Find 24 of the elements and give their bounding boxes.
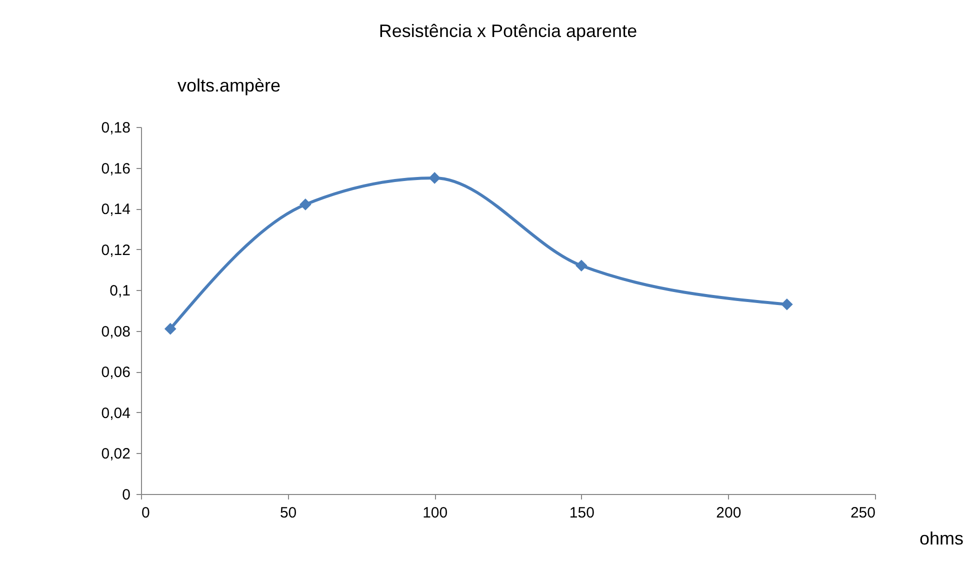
point xyxy=(428,172,441,184)
x-tick-label: 250 xyxy=(850,504,876,522)
y-tick-label: 0,1 xyxy=(110,282,130,300)
x-tick-label: 0 xyxy=(142,504,150,522)
y-tick-label: 0,02 xyxy=(101,446,130,463)
y-tick-label: 0,04 xyxy=(101,404,130,422)
y-tick-label: 0,08 xyxy=(101,323,130,340)
x-tick-label: 50 xyxy=(280,504,297,522)
x-axis-title: ohms xyxy=(920,528,964,548)
x-tick-label: 150 xyxy=(569,504,594,522)
point xyxy=(300,198,312,210)
y-axis-title: volts.ampère xyxy=(178,76,281,96)
y-tick-label: 0,14 xyxy=(101,201,130,218)
y-tick-label: 0,18 xyxy=(101,120,130,136)
x-tick-label: 100 xyxy=(422,504,448,522)
y-tick-label: 0,06 xyxy=(101,364,130,382)
x-tick-label: 200 xyxy=(716,504,742,522)
point xyxy=(164,322,176,335)
y-tick-label: 0,12 xyxy=(101,242,130,259)
y-tick-label: 0 xyxy=(122,486,130,504)
chart-title: Resistência x Potência aparente xyxy=(378,21,638,41)
point xyxy=(781,298,793,310)
y-tick-label: 0,16 xyxy=(101,160,130,178)
point xyxy=(575,260,588,272)
